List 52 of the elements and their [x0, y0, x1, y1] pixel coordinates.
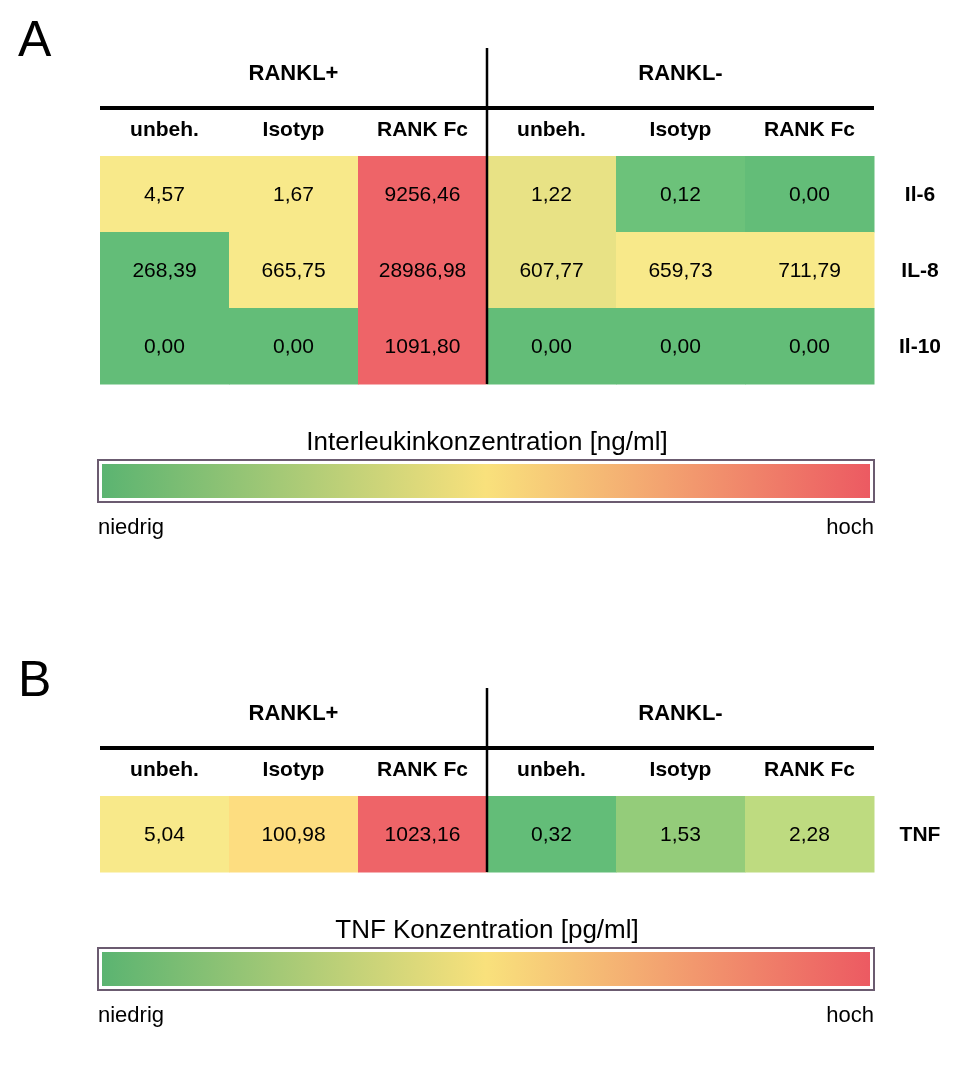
chart-title: B — [18, 651, 52, 707]
y-tick-label: TNF — [899, 822, 941, 845]
color-bar-title: TNF Konzentration [pg/ml] — [335, 914, 639, 944]
chart-title: A — [18, 11, 52, 67]
data-label: 0,12 — [660, 182, 701, 205]
data-label: 1091,80 — [384, 334, 461, 357]
data-label: 268,39 — [132, 258, 197, 281]
x-tick-label: Isotyp — [649, 757, 712, 780]
color-bar-title: Interleukinkonzentration [ng/ml] — [306, 426, 668, 456]
data-label: 2,28 — [789, 822, 830, 845]
data-label: 1,22 — [531, 182, 572, 205]
text: niedrig — [98, 1002, 165, 1027]
data-label: 0,00 — [660, 334, 701, 357]
text: hoch — [826, 514, 874, 539]
y-tick-label: Il-6 — [904, 182, 936, 205]
x-tick-label: unbeh. — [130, 757, 199, 780]
data-label: 1023,16 — [384, 822, 461, 845]
text: RANKL+ — [248, 700, 339, 725]
data-label: 0,00 — [531, 334, 572, 357]
x-tick-label: RANK Fc — [763, 117, 856, 140]
text: RANKL+ — [248, 60, 339, 85]
data-label: 4,57 — [144, 182, 185, 205]
data-label: 5,04 — [144, 822, 186, 845]
data-label: 607,77 — [519, 258, 584, 281]
x-tick-label: Isotyp — [262, 757, 325, 780]
data-label: 9256,46 — [384, 182, 461, 205]
data-label: 0,32 — [531, 822, 572, 845]
text: RANKL- — [638, 700, 723, 725]
x-tick-label: RANK Fc — [376, 757, 469, 780]
data-label: 711,79 — [778, 258, 841, 281]
data-label: 0,00 — [789, 182, 830, 205]
text: RANKL- — [638, 60, 723, 85]
x-tick-label: unbeh. — [517, 117, 586, 140]
x-tick-label: Isotyp — [262, 117, 325, 140]
data-label: 659,73 — [648, 258, 713, 281]
data-label: 665,75 — [261, 258, 326, 281]
data-label: 0,00 — [789, 334, 830, 357]
text: niedrig — [98, 514, 165, 539]
x-tick-label: Isotyp — [649, 117, 712, 140]
data-label: 1,53 — [660, 822, 701, 845]
data-label: 1,67 — [273, 182, 314, 205]
x-tick-label: RANK Fc — [376, 117, 469, 140]
data-label: 28986,98 — [378, 258, 467, 281]
y-tick-label: IL-8 — [901, 258, 939, 281]
x-tick-label: RANK Fc — [763, 757, 856, 780]
x-tick-label: unbeh. — [130, 117, 199, 140]
data-label: 0,00 — [273, 334, 314, 357]
x-tick-label: unbeh. — [517, 757, 586, 780]
data-label: 0,00 — [144, 334, 185, 357]
text: hoch — [826, 1002, 874, 1027]
data-label: 100,98 — [261, 822, 326, 845]
y-tick-label: Il-10 — [898, 334, 942, 357]
